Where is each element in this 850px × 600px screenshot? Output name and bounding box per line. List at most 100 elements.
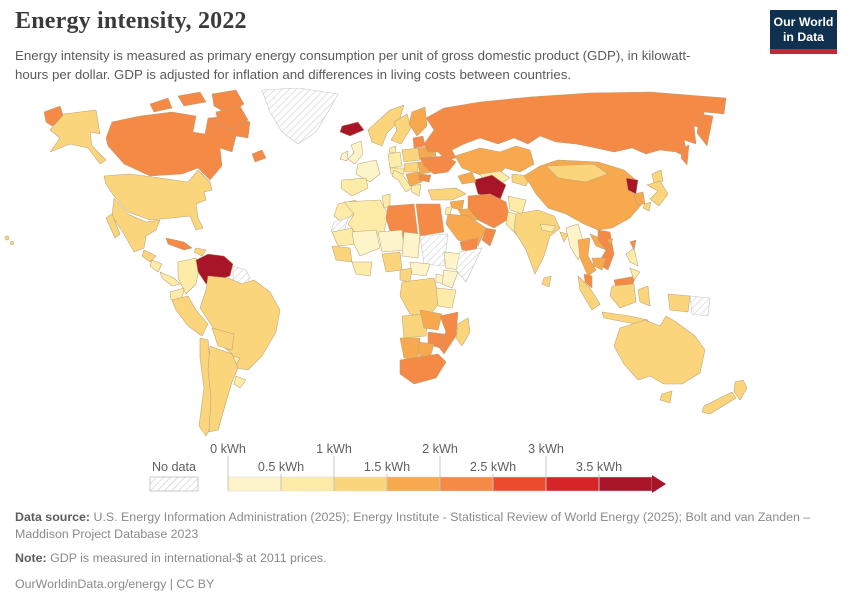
country-australia-tasmania[interactable] (659, 390, 673, 404)
owid-url-link[interactable]: OurWorldinData.org/energy (15, 577, 167, 592)
country-mexico[interactable] (111, 197, 161, 253)
legend-bin-3[interactable] (386, 476, 441, 492)
country-india[interactable] (513, 209, 561, 275)
country-usa-hawaii-1[interactable] (4, 235, 10, 241)
country-sri-lanka[interactable] (541, 275, 552, 288)
country-mali[interactable] (351, 229, 381, 257)
country-russia[interactable] (423, 91, 727, 161)
country-angola[interactable] (401, 313, 429, 339)
country-finland[interactable] (408, 106, 428, 137)
country-nepal[interactable] (539, 223, 557, 233)
country-czech-hungary[interactable] (403, 161, 419, 173)
country-canada-baffin[interactable] (215, 105, 249, 131)
country-iran[interactable] (467, 193, 511, 229)
country-namibia[interactable] (399, 337, 421, 361)
country-nigeria[interactable] (381, 251, 403, 273)
country-sudan[interactable] (419, 233, 449, 267)
country-egypt[interactable] (415, 203, 445, 237)
country-bolivia[interactable] (211, 327, 235, 351)
country-australia[interactable] (613, 315, 706, 385)
country-papua-new-guinea[interactable] (689, 295, 711, 317)
country-indonesia-sumatra[interactable] (577, 275, 601, 311)
country-russia-sakhalin[interactable] (680, 144, 690, 166)
country-indonesia-borneo[interactable] (609, 283, 637, 309)
country-mongolia[interactable] (545, 163, 609, 183)
country-caucasus[interactable] (457, 171, 477, 185)
country-mexico-baja[interactable] (105, 213, 121, 239)
country-alaska[interactable] (49, 109, 107, 165)
country-drc[interactable] (399, 277, 441, 319)
country-niger[interactable] (377, 229, 405, 253)
country-canada[interactable] (105, 111, 251, 181)
country-bulgaria[interactable] (418, 173, 432, 183)
country-norway[interactable] (367, 104, 405, 147)
country-madagascar[interactable] (455, 317, 471, 347)
country-taiwan[interactable] (629, 239, 637, 251)
country-new-zealand-north[interactable] (733, 379, 748, 401)
legend-bin-7[interactable] (598, 476, 653, 492)
country-sweden[interactable] (390, 113, 412, 145)
country-iceland[interactable] (339, 121, 365, 137)
country-peru[interactable] (171, 295, 209, 337)
country-mozambique[interactable] (437, 311, 459, 355)
country-china-hainan[interactable] (606, 238, 614, 246)
country-poland[interactable] (401, 147, 421, 163)
country-russia-kamchatka[interactable] (696, 113, 714, 147)
country-uruguay[interactable] (233, 375, 247, 389)
country-greenland[interactable] (261, 88, 339, 145)
country-afghanistan[interactable] (507, 195, 527, 215)
country-uk[interactable] (347, 140, 364, 165)
country-ivory-ghana[interactable] (351, 261, 373, 277)
country-balkans[interactable] (405, 171, 423, 187)
country-panama[interactable] (159, 271, 181, 287)
country-japan-honshu[interactable] (646, 180, 669, 207)
legend-bin-5[interactable] (492, 476, 547, 492)
country-china[interactable] (523, 159, 643, 231)
country-syria[interactable] (449, 199, 465, 211)
country-greece[interactable] (410, 183, 422, 197)
country-japan-kyushu[interactable] (642, 201, 652, 212)
country-zambia[interactable] (419, 309, 443, 331)
country-denmark[interactable] (388, 145, 397, 154)
legend-bin-6[interactable] (545, 476, 600, 492)
country-thailand[interactable] (577, 237, 597, 277)
country-germany[interactable] (387, 151, 403, 169)
country-nicaragua[interactable] (149, 259, 163, 273)
country-kazakhstan[interactable] (454, 145, 535, 181)
country-cuba[interactable] (165, 237, 193, 251)
country-baltics[interactable] (412, 135, 426, 149)
country-new-zealand-south[interactable] (701, 391, 737, 415)
country-colombia[interactable] (177, 257, 200, 295)
legend-no-data-swatch[interactable] (149, 476, 199, 492)
country-indonesia-papua[interactable] (667, 293, 691, 313)
legend-bin-1[interactable] (280, 476, 335, 492)
country-central-african-republic[interactable] (409, 261, 431, 277)
country-iberia[interactable] (340, 177, 369, 197)
legend-bin-2[interactable] (333, 476, 388, 492)
country-japan-hokkaido[interactable] (651, 169, 664, 184)
country-south-africa[interactable] (399, 353, 447, 385)
country-chad[interactable] (401, 231, 421, 259)
country-usa[interactable] (103, 169, 213, 231)
country-philippines-mindanao[interactable] (629, 267, 641, 281)
country-ireland[interactable] (339, 150, 349, 162)
country-tanzania[interactable] (435, 287, 457, 309)
country-somalia[interactable] (455, 247, 483, 283)
owid-logo[interactable]: Our World in Data (770, 10, 837, 54)
country-saudi-arabia[interactable] (445, 213, 487, 247)
country-usa-hawaii-2[interactable] (10, 241, 14, 245)
country-turkey[interactable] (427, 187, 467, 201)
country-canada-arctic-1[interactable] (149, 97, 173, 113)
country-hispaniola[interactable] (193, 247, 207, 257)
country-oman[interactable] (481, 227, 497, 247)
country-guatemala[interactable] (141, 249, 157, 263)
license-link[interactable]: CC BY (176, 577, 215, 592)
country-kenya[interactable] (441, 269, 459, 289)
country-argentina[interactable] (207, 345, 239, 433)
legend-bin-4[interactable] (439, 476, 494, 492)
legend-bin-0[interactable] (227, 476, 282, 492)
country-canada-arctic-2[interactable] (177, 91, 207, 107)
country-philippines-luzon[interactable] (625, 247, 639, 267)
country-venezuela[interactable] (195, 253, 234, 285)
country-bangladesh[interactable] (559, 231, 569, 243)
